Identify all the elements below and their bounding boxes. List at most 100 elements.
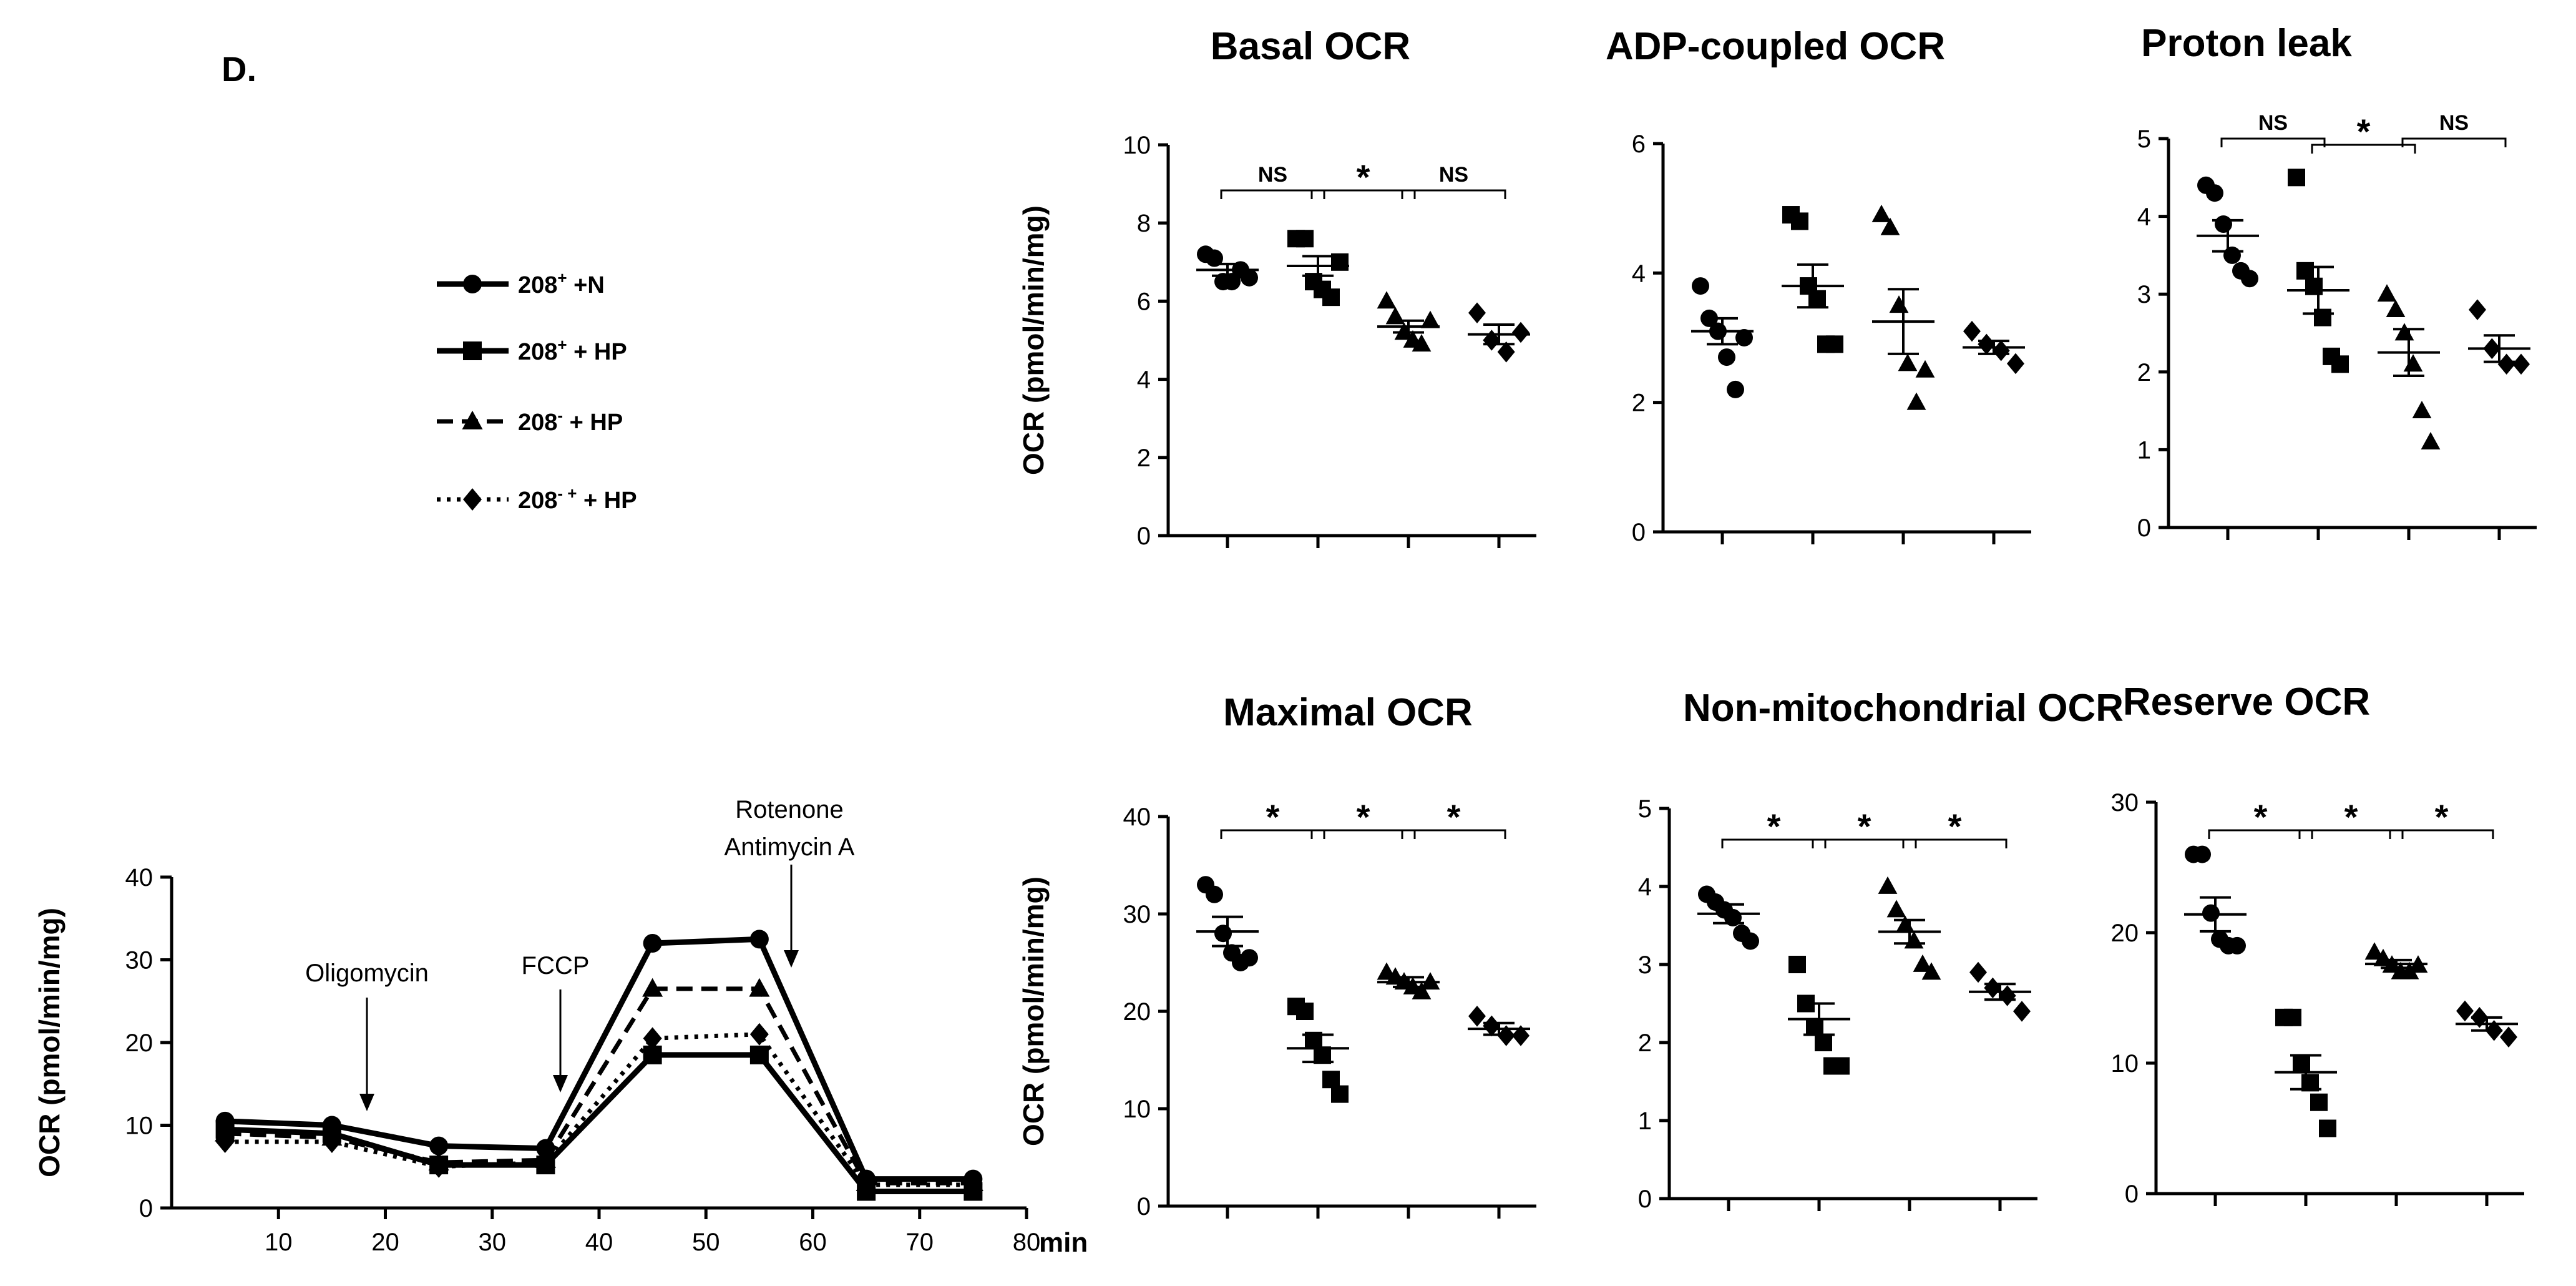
group-triangle — [2377, 284, 2441, 449]
significance-bracket: * — [1220, 797, 1325, 839]
bracket-line — [1220, 829, 1325, 839]
data-point — [2497, 353, 2515, 375]
y-tick-label: 5 — [2137, 125, 2151, 153]
data-point — [1978, 333, 1996, 355]
group-triangle — [1878, 876, 1941, 980]
y-tick-label: 5 — [1638, 795, 1652, 823]
y-tick-label: 4 — [1638, 873, 1652, 901]
data-point — [1377, 291, 1397, 309]
series-path — [225, 936, 973, 1182]
data-point — [2500, 1026, 2517, 1048]
data-point — [1904, 931, 1924, 949]
y-tick-label: 0 — [139, 1195, 153, 1222]
series-line — [215, 978, 983, 1191]
bracket-line — [1310, 829, 1416, 839]
legend-marker — [463, 488, 482, 511]
bracket-line — [2311, 144, 2416, 154]
group-square — [2287, 169, 2349, 373]
annotation-fccp: FCCP — [522, 952, 589, 1092]
significance-bracket: * — [1401, 797, 1506, 839]
significance-bracket: * — [2389, 797, 2494, 839]
y-tick-label: 10 — [1123, 132, 1151, 159]
data-point — [1241, 268, 1258, 287]
data-point — [2228, 936, 2246, 955]
significance-bracket: * — [1902, 807, 2008, 848]
data-point — [1871, 204, 1891, 222]
data-point — [1969, 961, 1987, 983]
group-circle — [2184, 845, 2247, 955]
chart-title: Proton leak — [2141, 22, 2352, 65]
bracket-line — [1310, 189, 1416, 199]
group-circle — [1691, 277, 1754, 398]
significance-bracket: NS — [2401, 111, 2507, 147]
y-tick-label: 3 — [1638, 951, 1652, 979]
legend-entry: 208- + HP — [437, 406, 623, 436]
data-point — [1718, 348, 1735, 366]
data-point — [215, 1131, 235, 1153]
y-axis-label: OCR (pmol/min/mg) — [1017, 876, 1050, 1146]
y-tick-label: 0 — [1137, 523, 1151, 550]
data-point — [1412, 334, 1432, 352]
data-point — [1206, 885, 1223, 903]
significance-label: * — [1447, 797, 1461, 837]
data-point — [2007, 353, 2024, 375]
data-point — [1331, 253, 1349, 271]
data-point — [2305, 277, 2323, 295]
data-point — [749, 978, 770, 997]
legend: 208+ +N 208+ + HP 208- + HP 208- + + HP — [437, 268, 637, 514]
data-point — [2284, 1008, 2301, 1026]
y-tick-label: 6 — [1137, 288, 1151, 315]
significance-label: NS — [1439, 163, 1468, 187]
annotation-rotenone: Rotenone Antimycin A — [724, 796, 855, 968]
data-point — [2296, 262, 2314, 280]
data-point — [1322, 288, 1340, 307]
data-point — [1832, 1057, 1850, 1075]
bracket-line — [2208, 829, 2313, 839]
data-point — [2364, 942, 2384, 960]
x-tick-label: 20 — [371, 1229, 399, 1256]
series-line — [215, 1023, 983, 1196]
data-point — [2469, 299, 2486, 320]
chart-nonmito: Non-mitochondrial OCR 0 1 2 3 4 5 * * * — [1638, 687, 2124, 1213]
legend-label: 208- + + HP — [518, 484, 637, 514]
bracket-line — [2401, 137, 2507, 147]
annotation-label: Rotenone — [735, 796, 843, 823]
significance-label: * — [2435, 797, 2449, 837]
data-point — [1420, 310, 1440, 328]
data-point — [1322, 1071, 1340, 1089]
group-circle — [2197, 176, 2259, 288]
bracket-line — [2389, 829, 2494, 839]
group-diamond — [1963, 320, 2025, 375]
data-point — [1512, 1025, 1530, 1046]
group-square — [2275, 1008, 2337, 1137]
arrow-head — [784, 950, 799, 968]
annotation-label: Oligomycin — [305, 960, 429, 987]
legend-label: 208- + HP — [518, 406, 623, 436]
legend-marker — [463, 341, 482, 360]
y-tick-label: 0 — [1638, 1185, 1652, 1213]
data-point — [1214, 925, 1232, 943]
group-circle — [1196, 245, 1259, 291]
data-point — [1483, 1015, 1501, 1037]
x-tick-label: 30 — [479, 1229, 507, 1256]
y-tick-label: 1 — [2137, 436, 2151, 464]
legend-entry: 208- + + HP — [437, 484, 637, 514]
data-point — [1808, 290, 1826, 308]
y-tick-label: 2 — [1632, 390, 1646, 417]
y-tick-label: 20 — [1123, 998, 1151, 1026]
data-point — [1727, 380, 1744, 398]
chart-leak: Proton leak 0 1 2 3 4 5 NS * NS — [2137, 22, 2537, 542]
data-point — [2215, 215, 2232, 233]
significance-bracket: * — [2208, 797, 2313, 839]
significance-label: * — [2357, 112, 2371, 151]
significance-bracket: NS — [1220, 163, 1325, 199]
legend-entry: 208+ +N — [437, 268, 605, 298]
x-tick-label: 10 — [265, 1229, 293, 1256]
data-point — [2206, 184, 2223, 202]
data-point — [857, 1173, 876, 1196]
data-point — [2314, 308, 2331, 326]
data-point — [429, 1136, 449, 1156]
data-point — [749, 1023, 769, 1046]
data-point — [2421, 431, 2441, 449]
